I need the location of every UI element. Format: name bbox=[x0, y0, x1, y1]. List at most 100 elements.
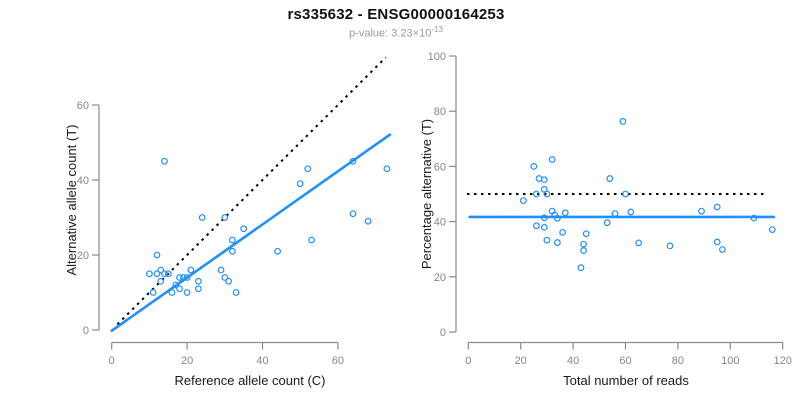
data-point bbox=[540, 214, 548, 222]
y-axis-tick-label: 80 bbox=[434, 106, 446, 118]
data-point bbox=[304, 165, 312, 173]
identity-line bbox=[116, 56, 387, 326]
data-point bbox=[577, 264, 585, 272]
data-point bbox=[296, 180, 304, 188]
data-point bbox=[176, 274, 183, 281]
page-title: rs335632 - ENSG00000164253 bbox=[287, 6, 505, 23]
data-point bbox=[149, 289, 157, 296]
x-axis-tick-label: 40 bbox=[256, 355, 268, 367]
data-point bbox=[606, 175, 614, 182]
data-point bbox=[164, 270, 172, 278]
left-x-axis-title: Reference allele count (C) bbox=[174, 373, 325, 388]
y-axis-tick-label: 60 bbox=[77, 100, 89, 112]
data-point bbox=[619, 118, 627, 125]
data-point bbox=[308, 236, 315, 244]
y-axis-tick-label: 60 bbox=[434, 161, 446, 173]
pvalue-exponent: -13 bbox=[431, 25, 443, 34]
data-point bbox=[153, 251, 161, 259]
data-point bbox=[145, 270, 153, 278]
y-axis-tick-label: 0 bbox=[440, 327, 446, 339]
data-point bbox=[750, 214, 758, 222]
x-axis-tick-label: 20 bbox=[181, 355, 193, 367]
x-axis-tick-label: 20 bbox=[515, 355, 527, 367]
data-point bbox=[768, 226, 776, 234]
data-point bbox=[551, 211, 559, 219]
y-axis-tick-label: 40 bbox=[77, 175, 89, 187]
data-point bbox=[274, 247, 281, 255]
data-point bbox=[183, 289, 191, 296]
data-point bbox=[559, 228, 567, 236]
pvalue-text: p-value: 3.23×10 bbox=[349, 27, 432, 40]
x-axis-tick-label: 100 bbox=[721, 355, 739, 367]
data-point bbox=[172, 281, 180, 289]
x-axis-tick-label: 60 bbox=[332, 355, 344, 367]
data-point bbox=[183, 274, 191, 281]
data-point bbox=[198, 214, 206, 221]
data-point bbox=[553, 239, 561, 246]
data-point bbox=[364, 217, 372, 225]
x-axis-tick-label: 120 bbox=[774, 355, 792, 367]
data-point bbox=[533, 222, 540, 230]
data-point bbox=[161, 157, 168, 165]
fit-line bbox=[110, 133, 392, 333]
data-point bbox=[179, 274, 187, 281]
data-point bbox=[349, 157, 357, 165]
data-point bbox=[713, 238, 721, 246]
y-axis-tick-label: 40 bbox=[434, 217, 446, 229]
data-point bbox=[543, 190, 551, 198]
data-point bbox=[161, 270, 168, 278]
data-point bbox=[580, 240, 587, 248]
data-point bbox=[611, 210, 619, 217]
data-point bbox=[540, 223, 548, 231]
data-point bbox=[622, 190, 629, 198]
y-axis-tick-label: 20 bbox=[434, 272, 446, 284]
data-point bbox=[228, 236, 236, 244]
data-point bbox=[519, 197, 527, 205]
x-axis-tick-label: 0 bbox=[465, 355, 471, 367]
data-point bbox=[582, 230, 590, 238]
data-point bbox=[548, 156, 556, 163]
data-point bbox=[195, 285, 202, 293]
data-point bbox=[217, 266, 225, 274]
y-axis-tick-label: 100 bbox=[428, 51, 446, 63]
right-scatter-panel: 0 20 40 60 80 100 0 20 40 60 80 100 120 bbox=[428, 51, 792, 367]
data-point bbox=[228, 247, 236, 255]
left-scatter-panel: 0 20 40 60 0 20 40 60 bbox=[77, 56, 392, 367]
data-point bbox=[157, 266, 165, 274]
x-axis-tick-label: 60 bbox=[619, 355, 631, 367]
y-axis-tick-label: 0 bbox=[83, 325, 89, 337]
data-point bbox=[157, 277, 165, 285]
data-point bbox=[540, 176, 548, 184]
data-point bbox=[543, 236, 551, 244]
data-point bbox=[580, 247, 587, 254]
data-point bbox=[530, 162, 538, 170]
data-point bbox=[349, 210, 357, 218]
data-point bbox=[195, 277, 202, 285]
data-point bbox=[221, 274, 229, 281]
right-y-axis-title: Percentage alternative (T) bbox=[419, 119, 434, 269]
pvalue-subtitle: p-value: 3.23×10-13 bbox=[0, 25, 792, 40]
data-point bbox=[153, 270, 161, 278]
left-y-axis-title: Alternative allele count (T) bbox=[64, 124, 79, 275]
data-point bbox=[187, 266, 195, 274]
data-point bbox=[240, 225, 248, 233]
data-point bbox=[698, 207, 705, 215]
data-point bbox=[666, 242, 674, 250]
data-point bbox=[561, 209, 569, 217]
data-point bbox=[627, 208, 635, 216]
right-x-axis-title: Total number of reads bbox=[563, 373, 689, 388]
data-point bbox=[719, 246, 726, 253]
data-point bbox=[383, 165, 391, 173]
data-point bbox=[635, 239, 642, 247]
data-point bbox=[713, 203, 721, 211]
data-point bbox=[603, 219, 611, 227]
data-point bbox=[533, 190, 540, 198]
x-axis-tick-label: 80 bbox=[672, 355, 684, 367]
x-axis-tick-label: 0 bbox=[109, 355, 115, 367]
data-point bbox=[232, 289, 240, 296]
data-point bbox=[176, 285, 183, 293]
x-axis-tick-label: 40 bbox=[567, 355, 579, 367]
data-point bbox=[168, 289, 176, 296]
